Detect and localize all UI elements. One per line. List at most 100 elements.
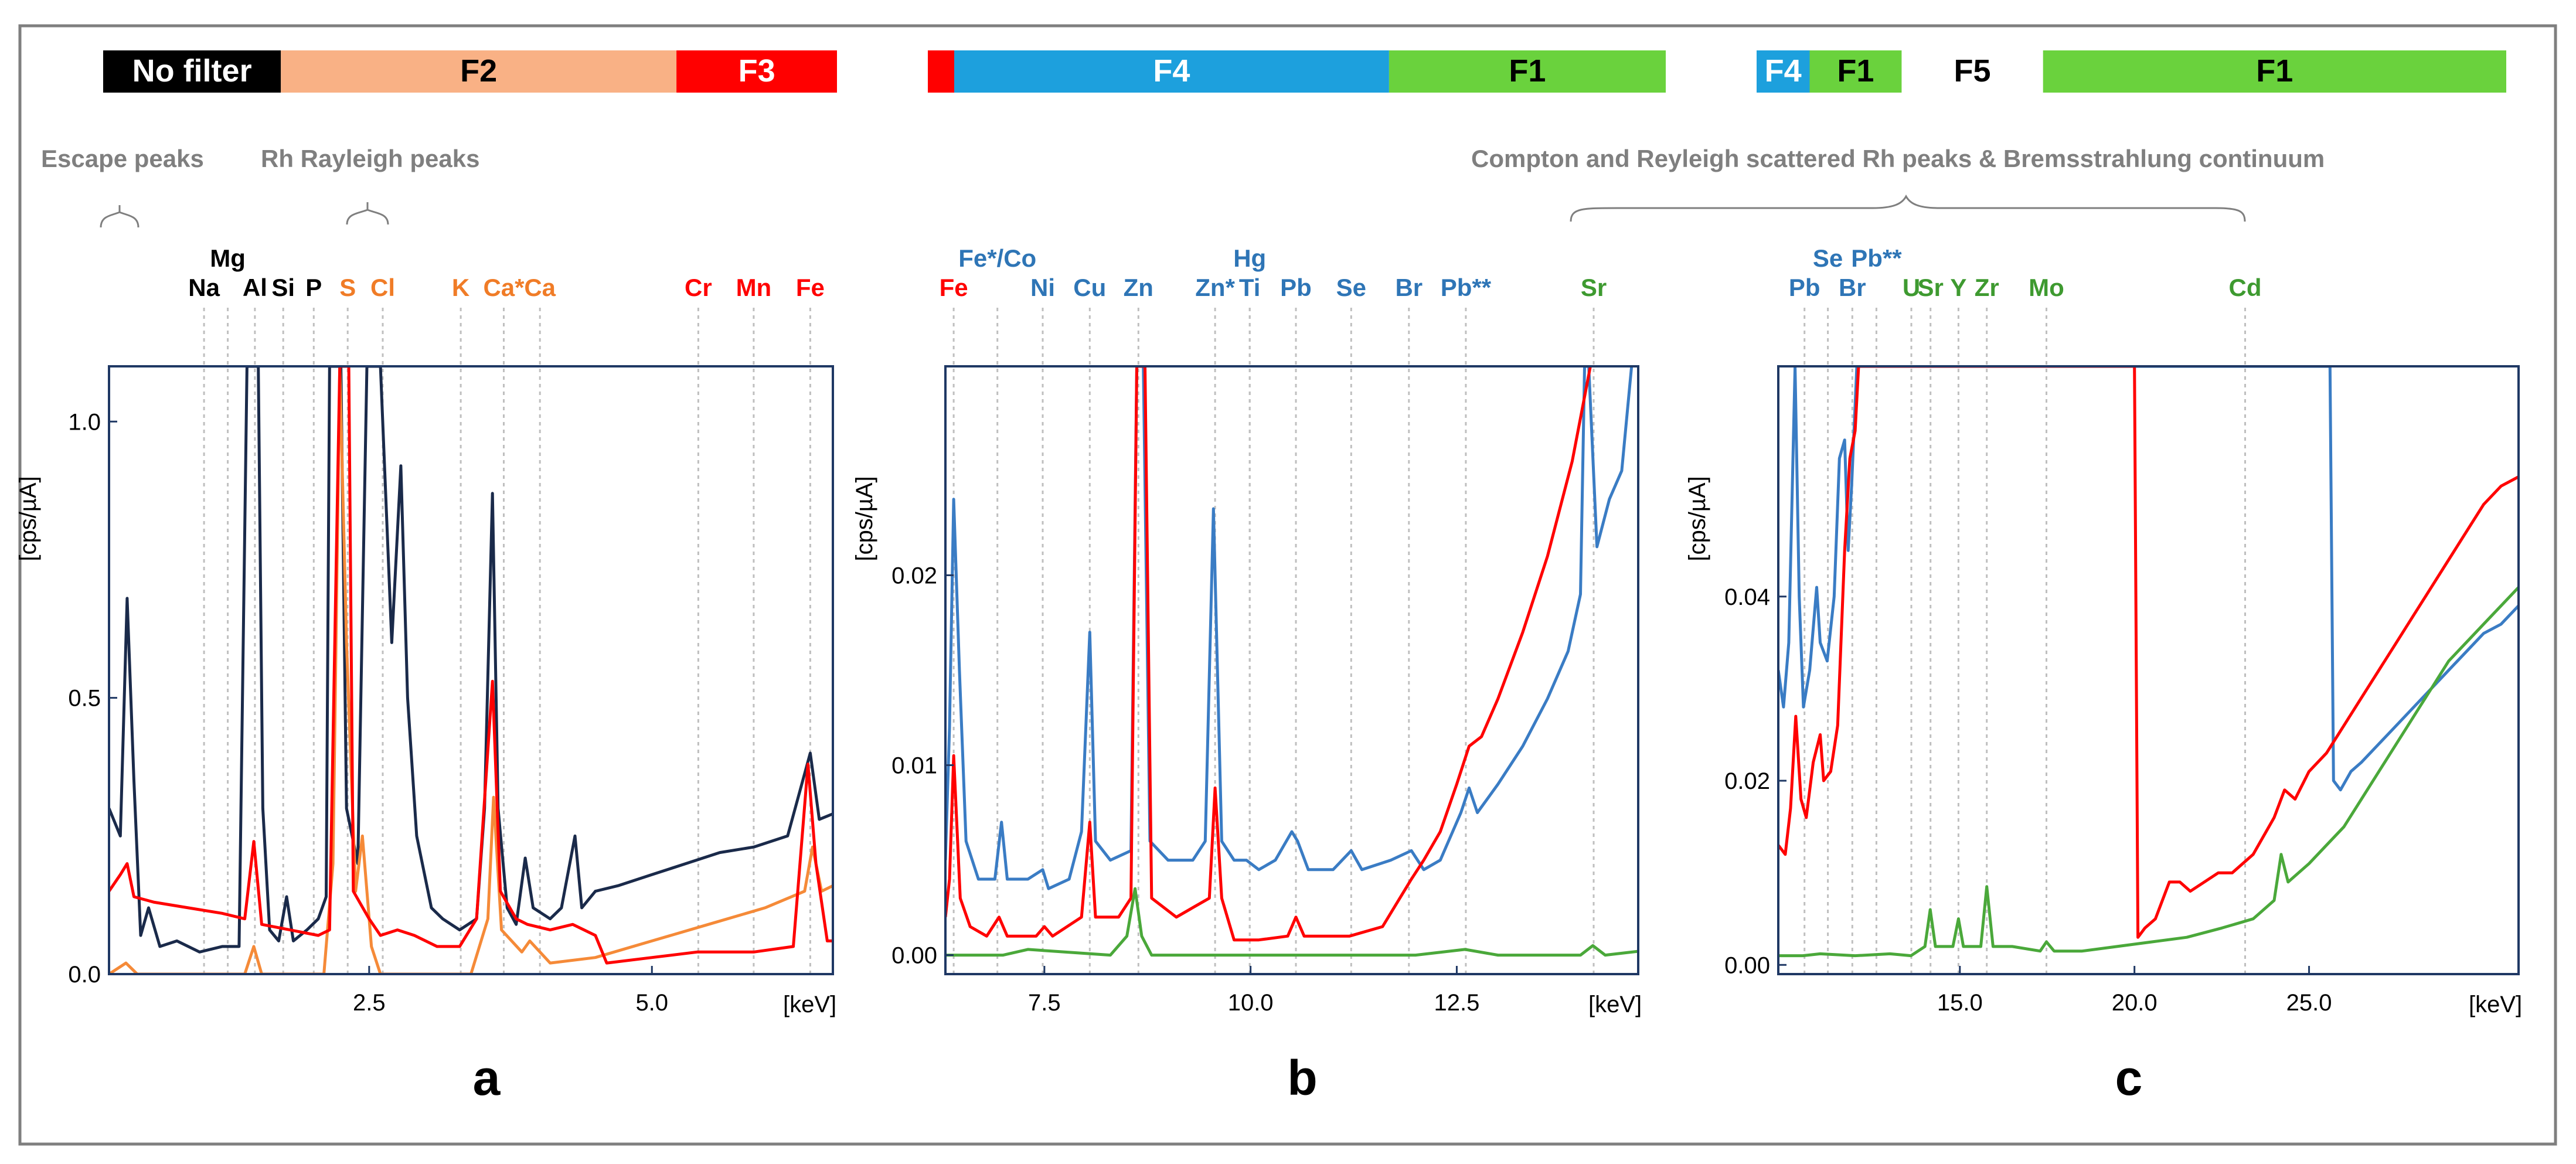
- y-tick-label-c-2: 0.04: [1724, 584, 1770, 610]
- series-line-c-f3: [1778, 366, 2519, 939]
- filter-bar-c: F4 F1 F5 F1: [1757, 50, 2506, 93]
- filter-label-a-1: F2: [460, 53, 497, 89]
- chart-panel-b: 7.5 10.0 12.5 [keV] 0.00 0.01 0.02 [cps/µA] FeFe…: [852, 244, 1642, 1017]
- annotation-compton: Compton and Reyleigh scattered Rh peaks …: [1471, 145, 2325, 222]
- y-axis-label-b: [cps/µA]: [852, 476, 877, 561]
- element-label-Se: Se: [1813, 244, 1843, 272]
- plot-area-a: [108, 365, 834, 975]
- element-label-Zn: Zn: [1124, 274, 1153, 301]
- y-tick-label-b-1: 0.01: [891, 753, 937, 779]
- element-label-Cd: Cd: [2229, 274, 2262, 301]
- element-label-Ni: Ni: [1030, 274, 1055, 301]
- series-line-a-no-filter: [109, 366, 833, 954]
- filter-label-b-1: F4: [1153, 53, 1190, 89]
- element-label-Mg: Mg: [210, 244, 246, 272]
- x-unit-b: [keV]: [1588, 992, 1642, 1017]
- element-label-Cl: Cl: [370, 274, 395, 301]
- filter-label-b-2: F1: [1509, 53, 1546, 89]
- y-tick-label-a-2: 1.0: [68, 409, 101, 435]
- filter-segment-b-2: [1389, 50, 1666, 93]
- filter-segment-a-1: [281, 50, 677, 93]
- y-axis-label-a: [cps/µA]: [15, 476, 41, 561]
- element-label-Al: Al: [243, 274, 267, 301]
- element-label-Fe: Fe: [796, 274, 825, 301]
- filter-bar-b: F4 F1: [928, 50, 1666, 93]
- series-line-c-f1: [1778, 586, 2519, 958]
- filter-label-c-1: F1: [1837, 53, 1874, 89]
- x-unit-c: [keV]: [2469, 992, 2522, 1017]
- element-label-Pb: Pb**: [1441, 274, 1492, 301]
- element-label-FeCo: Fe*/Co: [958, 244, 1036, 272]
- element-label-K: K: [452, 274, 469, 301]
- filter-label-c-0: F4: [1765, 53, 1802, 89]
- element-label-U: U: [1903, 274, 1920, 301]
- element-label-Pb: Pb: [1280, 274, 1312, 301]
- escape-peaks-label: Escape peaks: [41, 145, 204, 172]
- series-line-a-f2: [109, 366, 833, 974]
- annotation-rh-rayleigh: Rh Rayleigh peaks: [261, 145, 479, 225]
- y-tick-label-a-0: 0.0: [68, 962, 101, 988]
- y-tick-label-b-0: 0.00: [891, 943, 937, 969]
- element-label-Ca: Ca: [524, 274, 556, 301]
- series-line-a-f3: [109, 366, 833, 965]
- element-label-Pb: Pb: [1789, 274, 1820, 301]
- filter-segment-b-0: [928, 50, 954, 93]
- filter-bar-a: No filter F2 F3: [103, 50, 837, 93]
- chart-panel-c: 15.0 20.0 25.0 [keV]0.000.020.04[cps/µA]PbS…: [1685, 244, 2522, 1017]
- element-label-Si: Si: [271, 274, 295, 301]
- element-label-Mn: Mn: [736, 274, 772, 301]
- figure-frame: [18, 24, 2557, 1146]
- element-label-Y: Y: [1950, 274, 1966, 301]
- x-tick-label-c-2: 25.0: [2286, 990, 2332, 1016]
- plot-area-b: [944, 365, 1639, 975]
- filter-segment-a-0: [103, 50, 281, 93]
- filter-bars: No filter F2 F3 F4 F1 F4 F1 F5 F1: [103, 50, 2506, 93]
- y-axis-label-c: [cps/µA]: [1685, 476, 1710, 561]
- filter-segment-a-2: [676, 50, 837, 93]
- element-label-P: P: [305, 274, 322, 301]
- x-tick-label-a-0: 2.5: [353, 990, 386, 1016]
- filter-label-c-2: F5: [1954, 53, 1990, 89]
- element-label-Zn: Zn*: [1195, 274, 1235, 301]
- element-label-Hg: Hg: [1233, 244, 1266, 272]
- rh-rayleigh-label: Rh Rayleigh peaks: [261, 145, 479, 172]
- element-label-Fe: Fe: [940, 274, 968, 301]
- x-tick-label-c-1: 20.0: [2112, 990, 2158, 1016]
- element-label-Se: Se: [1336, 274, 1366, 301]
- panel-label-a: a: [473, 1050, 501, 1105]
- y-tick-label-c-1: 0.02: [1724, 768, 1770, 794]
- x-tick-label-b-0: 7.5: [1028, 990, 1061, 1016]
- element-label-Br: Br: [1839, 274, 1866, 301]
- panel-label-b: b: [1287, 1050, 1317, 1105]
- x-tick-label-a-1: 5.0: [635, 990, 668, 1016]
- rh-rayleigh-brace: [346, 202, 389, 225]
- x-tick-label-b-2: 12.5: [1434, 990, 1479, 1016]
- panel-label-c: c: [2115, 1050, 2143, 1105]
- annotation-escape-peaks: Escape peaks: [41, 145, 204, 228]
- x-unit-a: [keV]: [783, 992, 836, 1017]
- element-label-Ca: Ca*: [483, 274, 525, 301]
- element-label-Pb: Pb**: [1851, 244, 1902, 272]
- element-label-Sr: Sr: [1918, 274, 1944, 301]
- plot-area-c: [1777, 365, 2520, 975]
- filter-segment-c-1: [1809, 50, 1902, 93]
- element-label-Br: Br: [1395, 274, 1423, 301]
- filter-label-a-2: F3: [739, 53, 775, 89]
- element-label-Sr: Sr: [1581, 274, 1607, 301]
- series-line-b-f3: [945, 366, 1592, 942]
- element-label-Mo: Mo: [2029, 274, 2064, 301]
- compton-label: Compton and Reyleigh scattered Rh peaks …: [1471, 145, 2325, 172]
- filter-segment-c-0: [1757, 50, 1810, 93]
- x-tick-label-b-1: 10.0: [1228, 990, 1274, 1016]
- element-label-Cu: Cu: [1073, 274, 1106, 301]
- compton-brace: [1570, 194, 2246, 222]
- y-tick-label-c-0: 0.00: [1724, 952, 1770, 978]
- filter-label-c-3: F1: [2256, 53, 2293, 89]
- element-label-S: S: [339, 274, 356, 301]
- escape-peaks-brace: [100, 205, 139, 228]
- y-tick-label-b-2: 0.02: [891, 563, 937, 588]
